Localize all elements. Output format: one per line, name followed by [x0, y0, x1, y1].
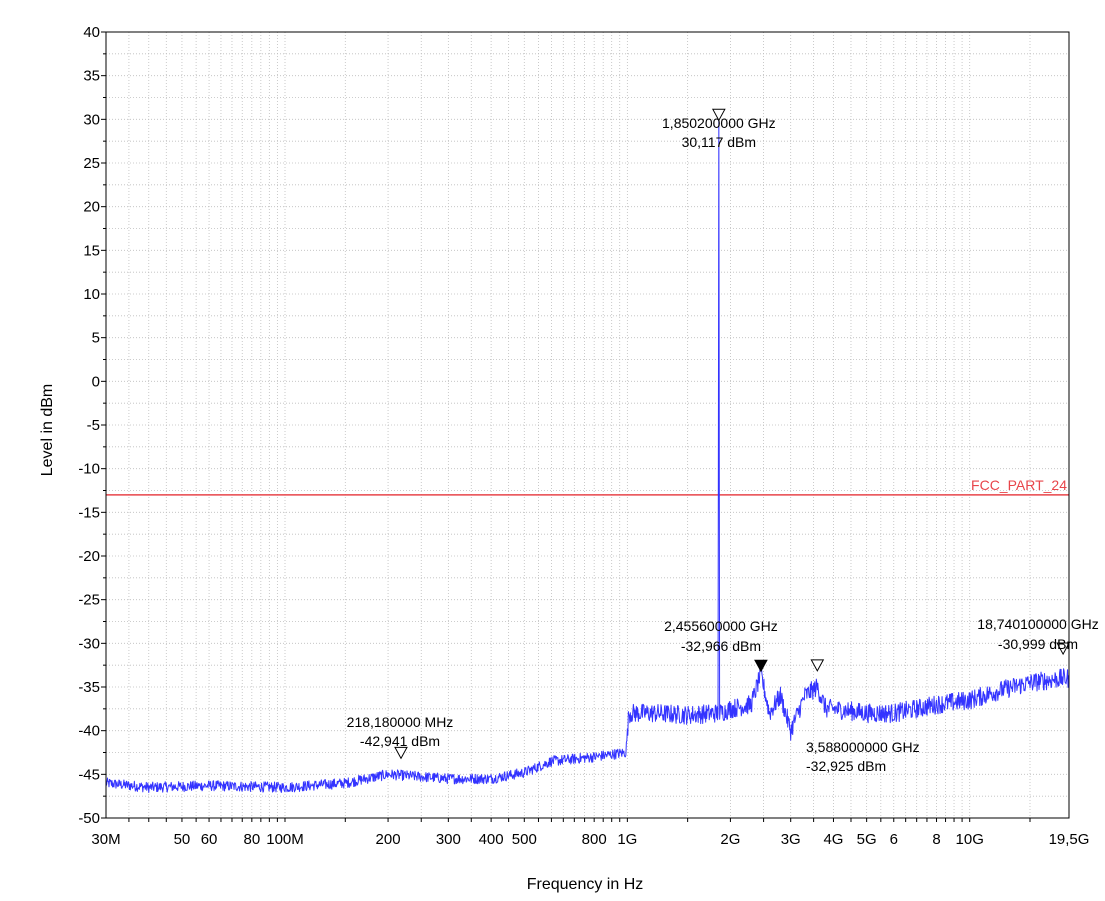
x-tick-label: 30M — [91, 831, 120, 848]
x-tick-label: 10G — [956, 831, 984, 848]
x-tick-label: 800 — [582, 831, 607, 848]
marker-level-label: -32,925 dBm — [806, 758, 886, 774]
grid — [106, 31, 1069, 819]
marker-triangle — [810, 659, 825, 672]
marker-level-label: -42,941 dBm — [360, 733, 440, 749]
x-tick-label: 5G — [857, 831, 877, 848]
marker-frequency-label: 218,180000 MHz — [347, 714, 454, 730]
marker-frequency-label: 3,588000000 GHz — [806, 739, 920, 755]
limit-line-group: FCC_PART_24 — [106, 477, 1069, 496]
marker-frequency-label: 2,455600000 GHz — [664, 618, 778, 634]
trace-group — [105, 117, 1070, 794]
x-tick-label: 300 — [436, 831, 461, 848]
y-tick-label: 20 — [83, 199, 100, 216]
x-tick-label: 4G — [823, 831, 843, 848]
y-tick-label: 25 — [83, 155, 100, 172]
marker-triangle — [1056, 642, 1070, 656]
x-tick-label: 80 — [243, 831, 260, 848]
y-tick-label: -10 — [78, 461, 100, 478]
marker-level-label: -32,966 dBm — [681, 638, 761, 654]
marker-frequency-label: 1,850200000 GHz — [662, 115, 776, 131]
y-tick-label: 35 — [83, 68, 100, 85]
x-tick-label: 3G — [781, 831, 801, 848]
x-tick-label: 500 — [512, 831, 537, 848]
y-tick-label: 15 — [83, 242, 100, 259]
x-tick-label: 100M — [266, 831, 304, 848]
x-tick-label: 8 — [932, 831, 940, 848]
marker-frequency-label: 18,740100000 GHz — [977, 616, 1098, 632]
y-tick-label: -25 — [78, 592, 100, 609]
y-tick-label: 5 — [92, 330, 100, 347]
y-tick-label: -30 — [78, 635, 100, 652]
limit-line-label: FCC_PART_24 — [971, 477, 1067, 493]
x-axis-title: Frequency in Hz — [527, 876, 644, 893]
x-tick-label: 400 — [479, 831, 504, 848]
y-tick-label: 40 — [83, 24, 100, 41]
y-tick-label: -35 — [78, 679, 100, 696]
axes: 4035302520151050-5-10-15-20-25-30-35-40-… — [78, 24, 1089, 848]
x-tick-label: 6 — [890, 831, 898, 848]
y-tick-label: -50 — [78, 810, 100, 827]
marker-triangle — [394, 746, 408, 760]
y-axis-title: Level in dBm — [39, 384, 56, 477]
y-tick-label: 10 — [83, 286, 100, 303]
trace-line — [105, 117, 1070, 794]
marker-group: 1,850200000 GHz 30,117 dBm 2,455600000 GHz… — [347, 108, 1099, 774]
y-tick-label: -15 — [78, 504, 100, 521]
x-tick-label: 1G — [617, 831, 637, 848]
y-tick-label: -5 — [87, 417, 100, 434]
marker-triangle — [754, 659, 768, 673]
y-tick-label: 30 — [83, 111, 100, 128]
marker-level-label: -30,999 dBm — [998, 636, 1078, 652]
y-tick-label: -20 — [78, 548, 100, 565]
y-tick-label: -45 — [78, 766, 100, 783]
x-tick-label: 2G — [720, 831, 740, 848]
x-tick-label: 60 — [201, 831, 218, 848]
x-tick-label: 50 — [174, 831, 191, 848]
marker-triangle — [711, 108, 726, 122]
x-tick-label: 200 — [376, 831, 401, 848]
marker-level-label: 30,117 dBm — [682, 134, 756, 150]
y-tick-label: 0 — [92, 373, 100, 390]
y-tick-label: -40 — [78, 723, 100, 740]
x-tick-label: 19,5G — [1049, 831, 1090, 848]
